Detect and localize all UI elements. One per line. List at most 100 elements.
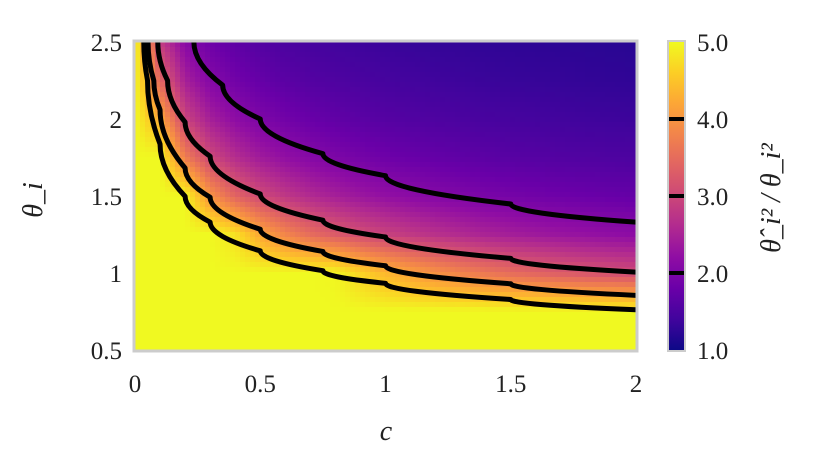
heatmap-cell bbox=[180, 137, 186, 143]
heatmap-cell bbox=[145, 167, 151, 173]
heatmap-cell bbox=[425, 242, 431, 248]
heatmap-cell bbox=[325, 327, 331, 333]
heatmap-cell bbox=[425, 107, 431, 113]
heatmap-cell bbox=[210, 187, 216, 193]
heatmap-cell bbox=[195, 237, 201, 243]
heatmap-cell bbox=[355, 342, 361, 348]
heatmap-cell bbox=[190, 202, 196, 208]
heatmap-cell bbox=[140, 192, 146, 198]
heatmap-cell bbox=[500, 62, 506, 68]
heatmap-cell bbox=[235, 177, 241, 183]
heatmap-cell bbox=[140, 227, 146, 233]
heatmap-cell bbox=[140, 297, 146, 303]
heatmap-cell bbox=[530, 167, 536, 173]
heatmap-cell bbox=[525, 252, 531, 258]
heatmap-cell bbox=[255, 257, 261, 263]
heatmap-cell bbox=[435, 267, 441, 273]
heatmap-cell bbox=[420, 147, 426, 153]
heatmap-cell bbox=[220, 72, 226, 78]
heatmap-cell bbox=[480, 62, 486, 68]
heatmap-cell bbox=[535, 97, 541, 103]
heatmap-cell bbox=[415, 212, 421, 218]
heatmap-cell bbox=[320, 322, 326, 328]
heatmap-cell bbox=[170, 187, 176, 193]
heatmap-cell bbox=[295, 177, 301, 183]
heatmap-cell bbox=[530, 112, 536, 118]
heatmap-cell bbox=[365, 227, 371, 233]
heatmap-cell bbox=[235, 202, 241, 208]
heatmap-cell bbox=[240, 167, 246, 173]
heatmap-cell bbox=[410, 282, 416, 288]
heatmap-cell bbox=[380, 312, 386, 318]
heatmap-cell bbox=[315, 327, 321, 333]
heatmap-cell bbox=[370, 297, 376, 303]
heatmap-cell bbox=[165, 312, 171, 318]
heatmap-cell bbox=[190, 162, 196, 168]
heatmap-cell bbox=[175, 267, 181, 273]
heatmap-cell bbox=[195, 342, 201, 348]
heatmap-cell bbox=[195, 137, 201, 143]
heatmap-cell bbox=[235, 172, 241, 178]
heatmap-cell bbox=[350, 97, 356, 103]
heatmap-cell bbox=[260, 107, 266, 113]
heatmap-cell bbox=[365, 157, 371, 163]
heatmap-cell bbox=[500, 187, 506, 193]
heatmap-cell bbox=[445, 132, 451, 138]
heatmap-cell bbox=[460, 172, 466, 178]
heatmap-cell bbox=[280, 92, 286, 98]
heatmap-cell bbox=[380, 132, 386, 138]
heatmap-cell bbox=[445, 207, 451, 213]
heatmap-cell bbox=[425, 97, 431, 103]
heatmap-cell bbox=[415, 297, 421, 303]
heatmap-cell bbox=[210, 282, 216, 288]
heatmap-cell bbox=[205, 277, 211, 283]
heatmap-cell bbox=[425, 102, 431, 108]
heatmap-cell bbox=[245, 92, 251, 98]
heatmap-cell bbox=[425, 142, 431, 148]
heatmap-cell bbox=[505, 237, 511, 243]
heatmap-cell bbox=[325, 347, 331, 350]
heatmap-cell bbox=[430, 72, 436, 78]
heatmap-cell bbox=[480, 227, 486, 233]
heatmap-cell bbox=[425, 227, 431, 233]
heatmap-cell bbox=[440, 207, 446, 213]
heatmap-cell bbox=[300, 167, 306, 173]
heatmap-cell bbox=[530, 272, 536, 278]
heatmap-cell bbox=[200, 57, 206, 63]
heatmap-cell bbox=[270, 77, 276, 83]
heatmap-cell bbox=[335, 267, 341, 273]
heatmap-cell bbox=[355, 42, 361, 48]
heatmap-cell bbox=[275, 217, 281, 223]
heatmap-cell bbox=[140, 307, 146, 313]
heatmap-cell bbox=[365, 312, 371, 318]
heatmap-cell bbox=[230, 147, 236, 153]
heatmap-cell bbox=[435, 232, 441, 238]
heatmap-cell bbox=[420, 77, 426, 83]
heatmap-cell bbox=[520, 342, 526, 348]
heatmap-cell bbox=[265, 332, 271, 338]
heatmap-cell bbox=[160, 337, 166, 343]
heatmap-cell bbox=[445, 52, 451, 58]
heatmap-cell bbox=[230, 342, 236, 348]
heatmap-cell bbox=[135, 252, 141, 258]
heatmap-cell bbox=[235, 227, 241, 233]
heatmap-cell bbox=[315, 197, 321, 203]
heatmap-cell bbox=[295, 247, 301, 253]
heatmap-cell bbox=[505, 107, 511, 113]
heatmap-cell bbox=[210, 62, 216, 68]
heatmap-cell bbox=[375, 102, 381, 108]
heatmap-cell bbox=[435, 147, 441, 153]
heatmap-cell bbox=[405, 92, 411, 98]
heatmap-cell bbox=[185, 257, 191, 263]
heatmap-cell bbox=[370, 242, 376, 248]
heatmap-cell bbox=[470, 337, 476, 343]
heatmap-cell bbox=[275, 47, 281, 53]
heatmap-cell bbox=[525, 72, 531, 78]
heatmap-cell bbox=[255, 52, 261, 58]
heatmap-cell bbox=[225, 42, 231, 48]
heatmap-cell bbox=[485, 237, 491, 243]
heatmap-cell bbox=[225, 182, 231, 188]
heatmap-cell bbox=[425, 87, 431, 93]
heatmap-cell bbox=[495, 87, 501, 93]
heatmap-cell bbox=[230, 347, 236, 350]
